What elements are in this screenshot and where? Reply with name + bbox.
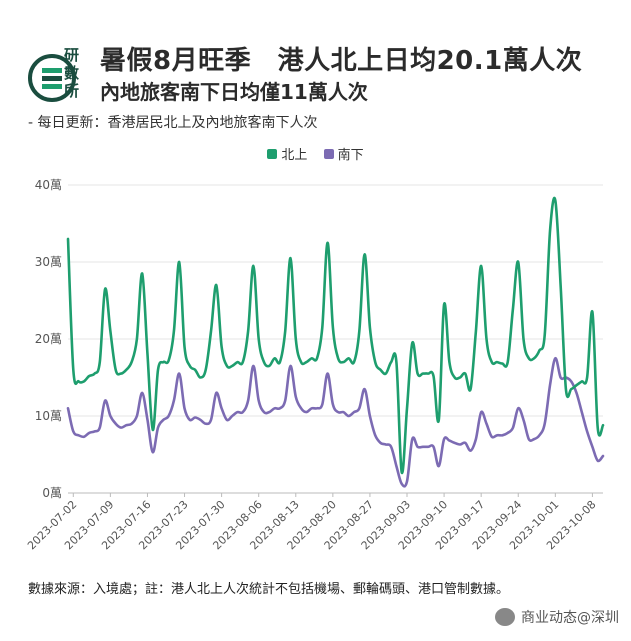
chart-title-line2: 內地旅客南下日均僅11萬人次 bbox=[100, 80, 368, 104]
series-line-north bbox=[66, 196, 605, 475]
chart-subtitle: - 每日更新：香港居民北上及內地旅客南下人次 bbox=[28, 115, 318, 131]
legend-swatch-south bbox=[323, 148, 334, 159]
y-tick-label: 40萬 bbox=[35, 178, 62, 192]
y-tick-label: 20萬 bbox=[35, 332, 62, 346]
watermark-text: 商业动态@深圳 bbox=[521, 610, 619, 626]
chart-title-line1: 暑假8月旺季 港人北上日均20.1萬人次 bbox=[100, 46, 583, 76]
y-tick-label: 30萬 bbox=[35, 255, 62, 269]
legend-item-north[interactable]: 北上 bbox=[267, 144, 307, 163]
legend-item-south[interactable]: 南下 bbox=[323, 144, 364, 163]
wechat-icon bbox=[495, 608, 515, 626]
y-tick-label: 0萬 bbox=[42, 486, 62, 500]
chart-legend: 北上 南下 bbox=[0, 144, 631, 163]
y-tick-label: 10萬 bbox=[35, 409, 62, 423]
legend-label-south: 南下 bbox=[337, 148, 364, 163]
watermark: 商业动态@深圳 bbox=[495, 607, 619, 627]
legend-label-north: 北上 bbox=[281, 148, 308, 163]
data-source-note: 數據來源：入境處；註：港人北上人次統計不包括機場、郵輪碼頭、港口管制數據。 bbox=[28, 582, 510, 597]
series-line-south bbox=[66, 356, 605, 488]
legend-swatch-north bbox=[267, 148, 278, 159]
company-logo-icon bbox=[28, 54, 76, 102]
logo-text: 研數所 bbox=[64, 46, 80, 100]
